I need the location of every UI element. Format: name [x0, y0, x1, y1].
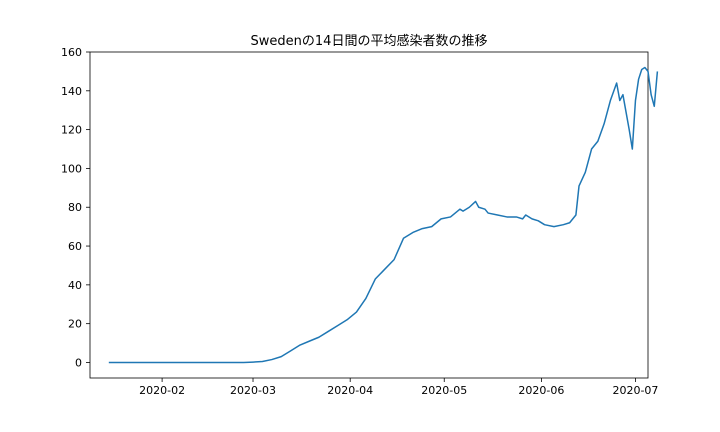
y-axis: 0 20 40 60 80 100 120 140 160: [61, 46, 90, 369]
x-tick-label: 2020-03: [230, 384, 276, 397]
y-tick-label: 160: [61, 46, 82, 59]
y-tick-label: 80: [68, 201, 82, 214]
x-tick-label: 2020-04: [327, 384, 373, 397]
series-line-0: [108, 66, 659, 364]
plot-area: [89, 51, 649, 379]
series-layer: [108, 66, 659, 364]
y-tick-label: 100: [61, 162, 82, 175]
x-tick-label: 2020-02: [139, 384, 185, 397]
y-tick-label: 0: [75, 356, 82, 369]
y-tick-label: 140: [61, 85, 82, 98]
y-tick-label: 40: [68, 279, 82, 292]
x-axis: 2020-02 2020-03 2020-04 2020-05 2020-06 2020-…: [139, 378, 658, 397]
x-tick-label: 2020-06: [518, 384, 564, 397]
x-tick-label: 2020-07: [612, 384, 658, 397]
y-tick-label: 120: [61, 124, 82, 137]
chart-title: Swedenの14日間の平均感染者数の推移: [251, 33, 488, 49]
axes-frame: [89, 51, 649, 379]
y-tick-label: 20: [68, 318, 82, 331]
y-tick-label: 60: [68, 240, 82, 253]
x-tick-label: 2020-05: [421, 384, 467, 397]
